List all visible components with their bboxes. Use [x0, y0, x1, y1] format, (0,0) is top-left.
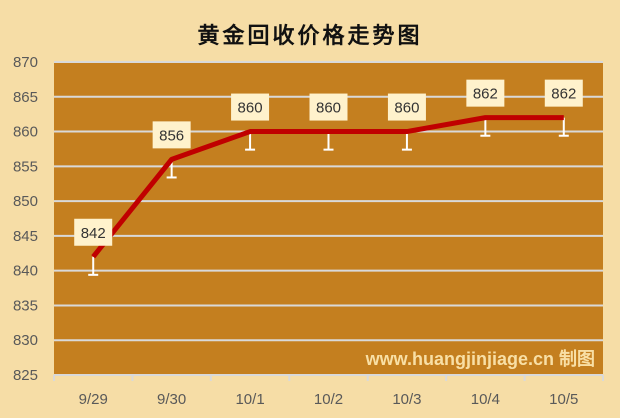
data-label: 860	[394, 100, 419, 117]
data-label: 842	[81, 225, 106, 242]
data-label: 860	[316, 100, 341, 117]
x-tick-label: 10/1	[235, 391, 264, 408]
x-tick-label: 10/5	[549, 391, 578, 408]
y-tick-label: 855	[13, 158, 38, 175]
data-label-box	[544, 79, 583, 107]
x-tick-label: 10/4	[471, 391, 500, 408]
y-tick-label: 865	[13, 89, 38, 106]
data-label: 862	[551, 86, 576, 103]
y-tick-label: 835	[13, 297, 38, 314]
x-tick-label: 10/2	[314, 391, 343, 408]
data-label-box	[309, 93, 348, 121]
series-line	[91, 115, 564, 259]
chart-title: 黄金回收价格走势图	[197, 23, 423, 49]
data-label: 862	[473, 86, 498, 103]
y-tick-label: 870	[13, 54, 38, 71]
data-label: 856	[159, 127, 184, 144]
y-tick-label: 825	[13, 367, 38, 384]
data-label: 860	[238, 100, 263, 117]
y-tick-label: 860	[13, 124, 38, 141]
x-tick-label: 9/29	[79, 391, 108, 408]
y-tick-label: 840	[13, 263, 38, 280]
data-label-box	[231, 93, 270, 121]
y-tick-label: 845	[13, 228, 38, 245]
x-tick-label: 9/30	[157, 391, 186, 408]
data-label-box	[387, 93, 426, 121]
y-tick-label: 850	[13, 193, 38, 210]
data-label-box	[74, 218, 113, 246]
watermark: www.huangjinjiage.cn 制图	[365, 349, 595, 369]
data-label-box	[152, 121, 191, 149]
data-label-box	[466, 79, 505, 107]
y-tick-label: 830	[13, 332, 38, 349]
x-tick-label: 10/3	[392, 391, 421, 408]
